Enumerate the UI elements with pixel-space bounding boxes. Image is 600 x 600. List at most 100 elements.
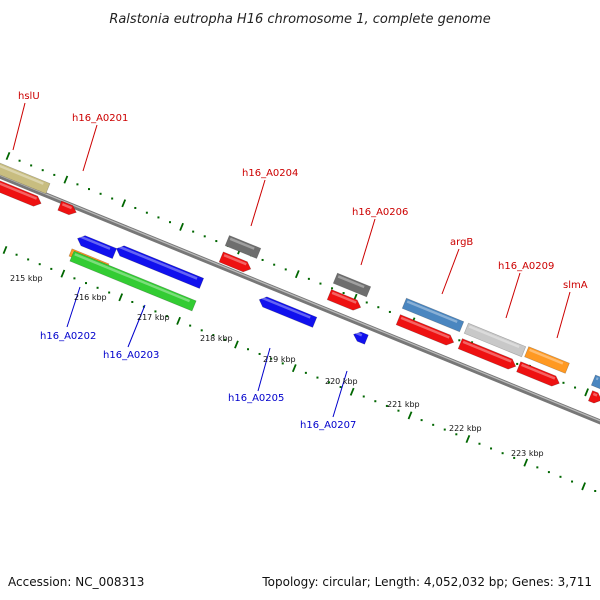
- inner-minor-tick: [513, 456, 516, 459]
- feature-hslU-tan-shine: [0, 164, 44, 185]
- kbp-label: 217 kbp: [137, 313, 170, 322]
- inner-major-tick: [2, 245, 8, 255]
- outer-minor-tick: [365, 301, 368, 304]
- inner-minor-tick: [258, 352, 261, 355]
- inner-major-tick: [523, 458, 529, 467]
- inner-minor-tick: [362, 395, 365, 398]
- inner-major-tick: [60, 269, 66, 278]
- feature-h16-A0206-gene-body: [332, 272, 372, 298]
- inner-minor-tick: [15, 253, 18, 256]
- inner-major-tick: [176, 316, 181, 325]
- outer-minor-tick: [30, 164, 33, 167]
- inner-minor-tick: [96, 286, 99, 289]
- feature-h16-A0205-cds-shine: [261, 296, 311, 319]
- outer-minor-tick: [169, 221, 172, 224]
- outer-minor-tick: [41, 169, 44, 172]
- feature-h16-A0201-cds-body: [57, 200, 77, 216]
- feature-edge-gene-body: [590, 374, 600, 390]
- inner-minor-tick: [385, 404, 388, 407]
- backbone-highlight: [0, 174, 600, 422]
- label-leader-line: [257, 347, 271, 392]
- outer-minor-tick: [145, 211, 148, 214]
- kbp-label: 221 kbp: [387, 400, 420, 409]
- feature-h16-A0203-cds-shine: [118, 245, 198, 280]
- feature-hslU-tan-body: [0, 161, 51, 195]
- inner-minor-tick: [108, 291, 111, 294]
- feature-slmA-cds-body: [516, 361, 560, 387]
- outer-minor-tick: [377, 306, 380, 309]
- label-leader-line: [556, 291, 571, 339]
- inner-major-tick: [118, 293, 124, 302]
- label-leader-line: [505, 272, 521, 319]
- feature-h16-A0209-gene-shine: [468, 325, 520, 349]
- inner-major-tick: [234, 340, 239, 349]
- feature-edge-cds-body: [587, 390, 600, 404]
- feature-edge-gene: [590, 374, 600, 390]
- outer-minor-tick: [319, 282, 322, 285]
- gene-label-h16-A0201: h16_A0201: [72, 113, 128, 124]
- inner-minor-tick: [478, 442, 481, 445]
- outer-minor-tick: [307, 277, 310, 280]
- feature-h16-A0206-cds-body: [326, 289, 362, 311]
- inner-minor-tick: [443, 428, 446, 431]
- feature-h16-A0203-cds: [116, 245, 205, 289]
- inner-minor-tick: [594, 489, 597, 492]
- feature-h16-A0204-cds-shine: [223, 254, 247, 266]
- feature-h16-A0209-cds-body: [457, 338, 517, 370]
- feature-argB-gene-body: [401, 297, 465, 333]
- gene-label-hslU: hslU: [18, 91, 40, 102]
- inner-minor-tick: [200, 329, 203, 332]
- feature-h16-A0207-cds-shine: [355, 331, 363, 337]
- inner-minor-tick: [397, 409, 400, 412]
- inner-minor-tick: [304, 371, 307, 374]
- feature-hslU-cds: [0, 179, 42, 207]
- outer-major-tick: [121, 199, 127, 208]
- inner-minor-tick: [420, 419, 423, 422]
- outer-minor-tick: [574, 386, 577, 389]
- feature-h16-A0202-cds-body: [77, 235, 117, 260]
- gene-label-h16-A0209: h16_A0209: [498, 261, 554, 272]
- inner-minor-tick: [571, 480, 574, 483]
- feature-h16-A0203-green: [69, 250, 197, 312]
- inner-minor-tick: [455, 433, 458, 436]
- feature-h16-A0204-cds-body: [218, 251, 252, 273]
- gene-label-argB: argB: [450, 237, 473, 248]
- outer-major-tick: [5, 151, 11, 161]
- feature-slmA-cds-shine: [521, 363, 556, 380]
- label-leader-line: [441, 248, 460, 295]
- gene-label-h16-A0203: h16_A0203: [103, 350, 159, 361]
- outer-major-tick: [584, 388, 589, 397]
- inner-minor-tick: [270, 357, 273, 360]
- reverse-gene-labels: h16_A0202 h16_A0203 h16_A0205 h16_A0207: [40, 331, 356, 431]
- label-leader-line: [250, 179, 266, 227]
- kbp-label: 222 kbp: [449, 424, 482, 433]
- outer-minor-tick: [203, 235, 206, 238]
- feature-h16-A0204-gene-shine: [229, 237, 255, 250]
- feature-slmA-gene-shine: [529, 348, 564, 365]
- feature-h16-A0203-cds-body: [116, 245, 205, 289]
- label-leader-line: [332, 370, 348, 418]
- gene-label-h16-A0207: h16_A0207: [300, 420, 356, 431]
- inner-minor-tick: [166, 315, 169, 318]
- inner-major-tick: [349, 387, 355, 396]
- outer-minor-tick: [134, 206, 137, 209]
- feature-h16-A0203-green-body: [69, 250, 197, 312]
- genome-title: Ralstonia eutropha H16 chromosome 1, com…: [109, 12, 490, 27]
- outer-minor-tick: [458, 339, 461, 342]
- gene-label-h16-A0205: h16_A0205: [228, 393, 284, 404]
- feature-h16-A0201-cds: [57, 200, 77, 216]
- outer-minor-tick: [388, 310, 391, 313]
- outer-minor-tick: [284, 268, 287, 271]
- topology-info: Topology: circular; Length: 4,052,032 bp…: [261, 575, 592, 589]
- feature-h16-A0203-green-shine: [74, 253, 191, 303]
- inner-minor-tick: [27, 258, 30, 261]
- outer-major-tick: [63, 175, 69, 184]
- feature-argB-cds-shine: [400, 316, 450, 339]
- inner-minor-tick: [536, 466, 539, 469]
- label-leader-line: [82, 124, 98, 172]
- feature-h16-A0205-cds: [258, 296, 318, 328]
- outer-minor-tick: [157, 216, 160, 219]
- inner-minor-tick: [490, 447, 493, 450]
- feature-h16-A0206-cds: [326, 289, 362, 311]
